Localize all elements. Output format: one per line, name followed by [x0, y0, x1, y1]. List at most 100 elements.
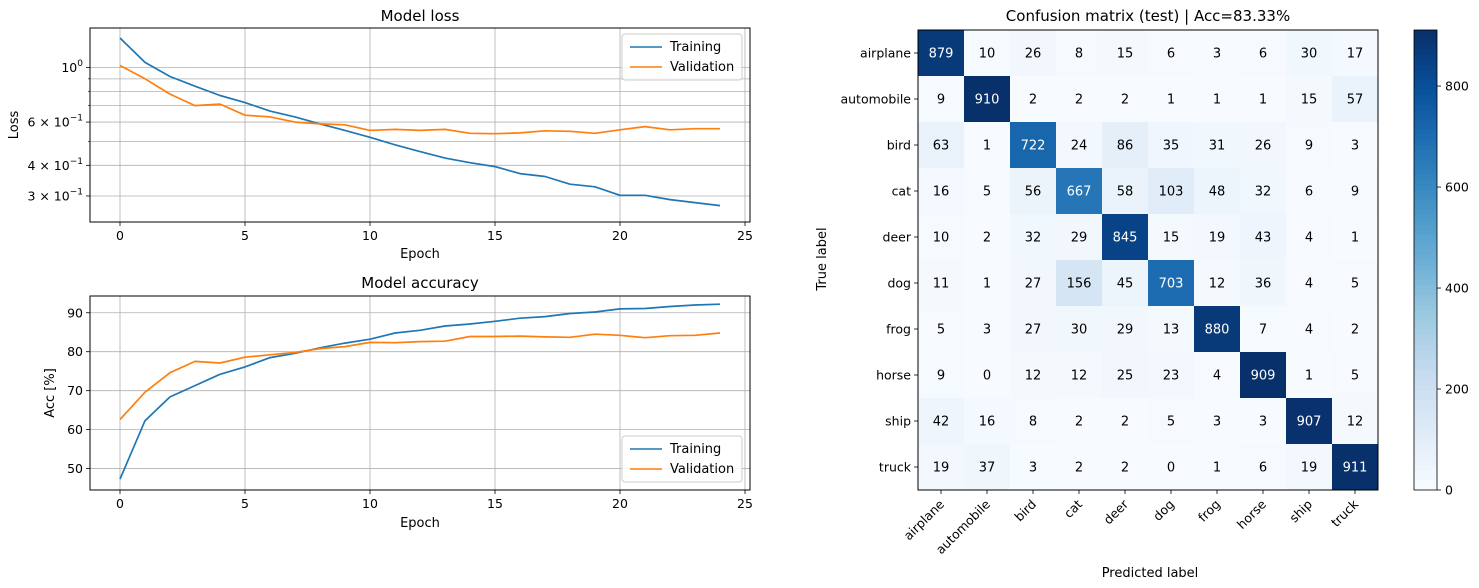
confusion-cell-value: 1 [1259, 93, 1267, 108]
confusion-cell-value: 16 [933, 185, 950, 200]
confusion-cell-value: 15 [1117, 47, 1134, 62]
confusion-cell-value: 3 [1213, 47, 1221, 62]
colorbar-segment [1414, 420, 1437, 426]
confusion-cell-value: 3 [983, 323, 991, 338]
colorbar-segment [1414, 400, 1437, 406]
colorbar-segment [1414, 135, 1437, 141]
column-label-cat: cat [1061, 496, 1085, 520]
confusion-cell [1102, 260, 1149, 307]
confusion-cell-value: 2 [1075, 93, 1083, 108]
loss-series-validation [119, 64, 720, 135]
colorbar-segment [1414, 55, 1437, 61]
confusion-cell-value: 29 [1117, 323, 1134, 338]
confusion-cell-value: 9 [1351, 185, 1359, 200]
confusion-cell-value: 56 [1025, 185, 1042, 200]
colorbar-segment [1414, 305, 1437, 311]
confusion-cell [1010, 214, 1057, 261]
confusion-cell [1194, 398, 1241, 445]
colorbar-segment [1414, 375, 1437, 381]
confusion-cell [1240, 76, 1287, 123]
confusion-cell-value: 30 [1071, 323, 1088, 338]
accuracy-xtick-label: 15 [487, 496, 503, 511]
confusion-cell-value: 8 [1075, 47, 1083, 62]
colorbar-segment [1414, 320, 1437, 326]
confusion-cell [1148, 444, 1195, 491]
colorbar-segment [1414, 70, 1437, 76]
confusion-cell-value: 19 [933, 461, 950, 476]
confusion-cell-value: 2 [1029, 93, 1037, 108]
confusion-cell-value: 907 [1297, 415, 1322, 430]
confusion-cell [1286, 214, 1333, 261]
colorbar-segment [1414, 330, 1437, 336]
confusion-cell-value: 1 [1167, 93, 1175, 108]
confusion-matrix-row-labels: airplane automobile bird cat deer dog frog hors… [840, 46, 918, 475]
confusion-cell-value: 12 [1071, 369, 1088, 384]
colorbar-segment [1414, 210, 1437, 216]
confusion-cell-value: 9 [937, 369, 945, 384]
confusion-cell-value: 722 [1021, 139, 1046, 154]
confusion-cell-value: 103 [1159, 185, 1184, 200]
confusion-cell [1148, 306, 1195, 353]
colorbar-segment [1414, 475, 1437, 481]
loss-legend-box [621, 33, 743, 81]
colorbar-segment [1414, 35, 1437, 41]
colorbar-segment [1414, 385, 1437, 391]
confusion-cell-value: 26 [1255, 139, 1272, 154]
confusion-cell [1102, 122, 1149, 169]
colorbar-segment [1414, 250, 1437, 256]
confusion-cell-value: 10 [979, 47, 996, 62]
colorbar-segment [1414, 75, 1437, 81]
accuracy-axes-frame [89, 295, 751, 491]
confusion-cell [1148, 260, 1195, 307]
loss-xtick-label: 15 [487, 228, 503, 243]
confusion-cell-value: 13 [1163, 323, 1180, 338]
loss-yticks: 100 6 × 10−1 4 × 10−1 3 × 10−1 [27, 59, 90, 203]
confusion-cell-value: 909 [1251, 369, 1276, 384]
colorbar-segment [1414, 65, 1437, 71]
accuracy-series-training [119, 303, 721, 480]
confusion-cell [1010, 444, 1057, 491]
colorbar-segment [1414, 435, 1437, 441]
confusion-cell-value: 3 [1029, 461, 1037, 476]
confusion-cell-value: 29 [1071, 231, 1088, 246]
confusion-cell-value: 8 [1029, 415, 1037, 430]
confusion-cell [918, 398, 965, 445]
confusion-cell [918, 122, 965, 169]
confusion-cell-value: 27 [1025, 277, 1042, 292]
confusion-cell-value: 12 [1347, 415, 1364, 430]
column-label-truck: truck [1328, 496, 1362, 530]
colorbar-segment [1414, 195, 1437, 201]
colorbar-segment [1414, 130, 1437, 136]
confusion-cell [1056, 352, 1103, 399]
confusion-cell [1194, 122, 1241, 169]
confusion-cell-value: 63 [933, 139, 950, 154]
colorbar-segment [1414, 360, 1437, 366]
colorbar-segment [1414, 380, 1437, 386]
colorbar-segment [1414, 245, 1437, 251]
confusion-cell [1056, 398, 1103, 445]
confusion-cell [918, 30, 965, 77]
confusion-cell-value: 4 [1305, 323, 1313, 338]
confusion-cell-value: 32 [1025, 231, 1042, 246]
confusion-cell-value: 667 [1067, 185, 1092, 200]
accuracy-ytick-label: 80 [67, 344, 83, 359]
colorbar-segment [1414, 355, 1437, 361]
loss-ytick-label: 6 × 10−1 [27, 114, 83, 130]
colorbar-segment [1414, 310, 1437, 316]
confusion-cell [1240, 398, 1287, 445]
accuracy-ytick-label: 70 [67, 383, 83, 398]
colorbar-segment [1414, 410, 1437, 416]
colorbar-tick-label: 600 [1445, 180, 1469, 195]
confusion-cell-value: 1 [983, 277, 991, 292]
confusion-cell [1102, 30, 1149, 77]
colorbar-tick-label: 800 [1445, 79, 1469, 94]
confusion-cell [918, 444, 965, 491]
confusion-cell-value: 0 [1167, 461, 1175, 476]
accuracy-ylabel: Acc [%] [43, 368, 58, 418]
confusion-cell [918, 76, 965, 123]
loss-axes-frame [89, 27, 751, 223]
colorbar-segment [1414, 295, 1437, 301]
